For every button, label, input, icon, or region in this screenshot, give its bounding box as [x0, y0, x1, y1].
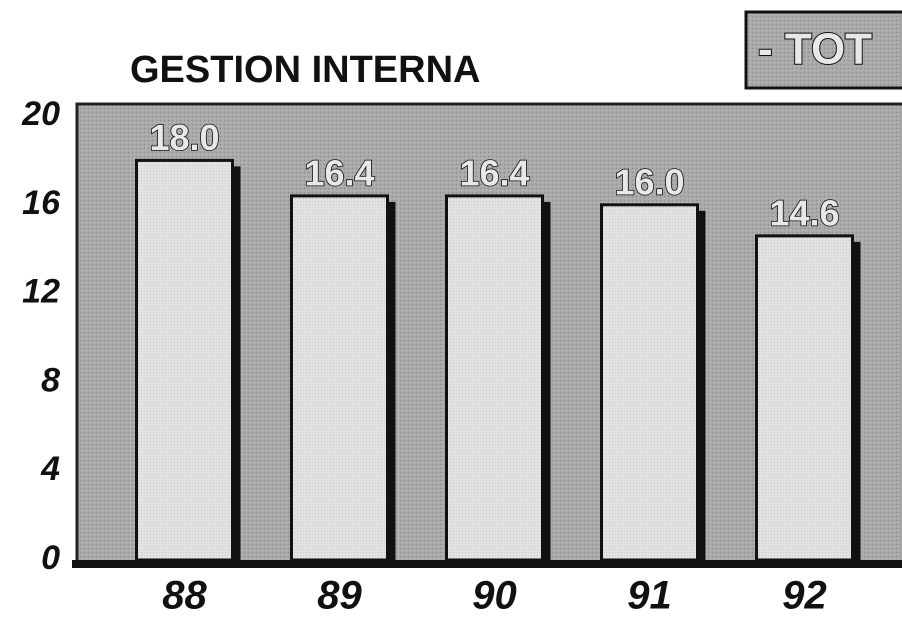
x-tick-label: 88: [162, 574, 207, 618]
value-label: 14.6: [769, 192, 839, 233]
y-tick-label: 12: [22, 273, 60, 311]
y-tick-label: 0: [41, 539, 60, 577]
subtitle: - TOT: [758, 25, 872, 74]
bar: [135, 158, 234, 562]
x-tick-label: 89: [317, 574, 362, 618]
chart-title: GESTION INTERNA: [130, 49, 480, 91]
value-label: 16.4: [459, 152, 529, 193]
x-tick-label: 92: [782, 574, 827, 618]
value-label: 16.0: [614, 161, 684, 202]
y-tick-label: 16: [22, 184, 61, 222]
y-tick-label: 4: [40, 450, 60, 488]
value-label: 16.4: [304, 152, 374, 193]
bar: [600, 203, 699, 562]
y-tick-label: 20: [21, 95, 60, 133]
x-tick-label: 91: [627, 574, 672, 618]
subtitle-box: [744, 10, 902, 90]
bar: [290, 194, 389, 562]
bar: [445, 194, 544, 562]
y-tick-label: 8: [41, 361, 60, 399]
x-tick-label: 90: [472, 574, 517, 618]
bar: [755, 234, 854, 562]
value-label: 18.0: [149, 117, 219, 158]
